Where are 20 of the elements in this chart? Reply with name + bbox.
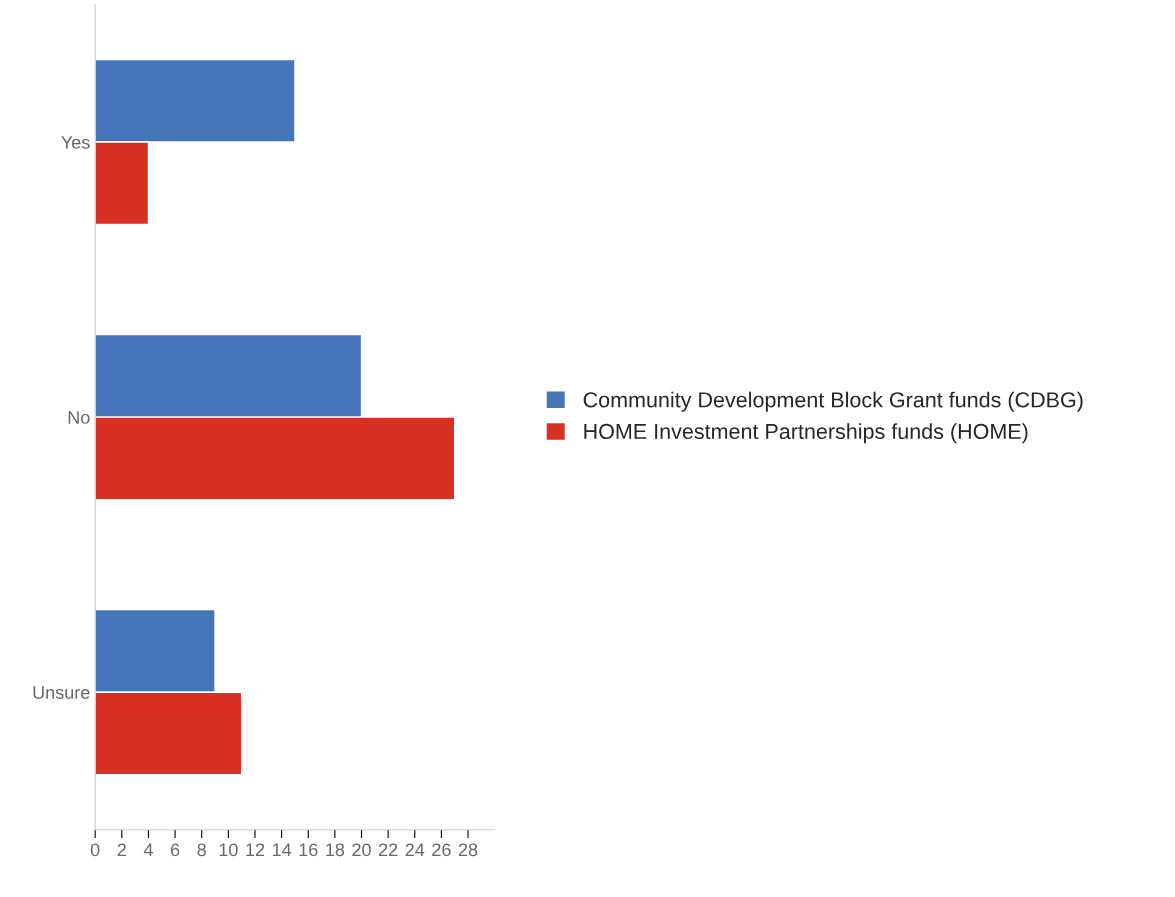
legend-label: HOME Investment Partnerships funds (HOME) [584, 423, 1028, 444]
x-tick-label: 2 [117, 843, 126, 856]
x-tick-label: 4 [143, 843, 153, 856]
x-tick-label: 8 [197, 843, 206, 857]
x-tick-label: 22 [379, 843, 398, 856]
y-tick-label: Unsure [33, 686, 90, 699]
x-tick-label: 20 [352, 843, 371, 857]
x-tick-label: 12 [246, 843, 265, 856]
y-tick-label: No [68, 411, 90, 424]
legend-label: Community Development Block Grant funds (CDBG) [583, 391, 1083, 412]
x-tick-label: 14 [272, 843, 292, 856]
x-tick-label: 16 [299, 843, 318, 857]
x-tick-label: 18 [326, 843, 345, 857]
y-tick-label: Yes [61, 136, 90, 149]
x-tick-label: 28 [458, 843, 478, 857]
x-tick-label: 24 [405, 843, 425, 856]
x-tick-label: 0 [90, 843, 100, 857]
x-tick-label: 26 [432, 843, 451, 857]
x-tick-label: 6 [170, 843, 180, 857]
x-tick-label: 10 [219, 843, 238, 857]
